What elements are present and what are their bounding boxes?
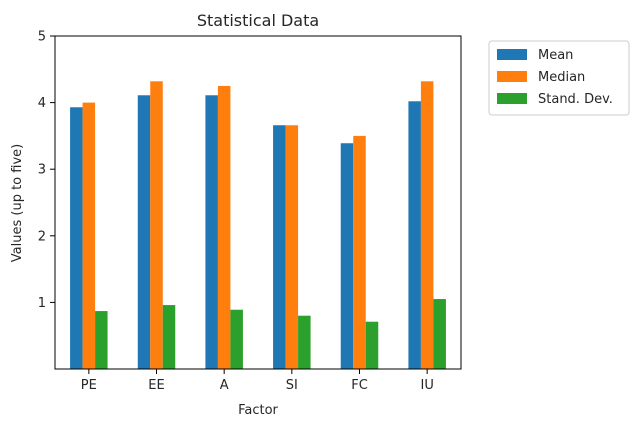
legend-swatch <box>497 93 527 104</box>
bar-mean-si <box>273 125 286 370</box>
y-tick-label: 3 <box>38 163 46 178</box>
x-tick-label: FC <box>351 378 368 393</box>
y-tick-label: 5 <box>38 30 46 45</box>
x-tick-label: IU <box>420 378 433 393</box>
y-axis-label: Values (up to five) <box>10 144 25 262</box>
bar-median-pe <box>82 102 96 369</box>
x-tick-label: A <box>220 378 229 393</box>
x-axis: PE EE A SI FC IU <box>81 369 434 393</box>
chart-title: Statistical Data <box>197 11 319 30</box>
bar-median-fc <box>353 135 366 369</box>
bar-mean-pe <box>70 107 83 369</box>
bar-mean-iu <box>408 101 421 370</box>
bar-mean-ee <box>137 95 151 370</box>
plot-frame <box>54 35 462 370</box>
y-axis: 1 2 3 4 5 <box>38 30 55 311</box>
bar-stand-dev-ee <box>162 305 176 369</box>
legend-swatch <box>497 49 527 60</box>
bar-median-iu <box>420 81 434 369</box>
plot-area <box>54 35 462 370</box>
bar-stand-dev-si <box>298 315 311 369</box>
bar-stand-dev-iu <box>433 299 446 369</box>
legend-label: Stand. Dev. <box>538 92 613 107</box>
y-tick-label: 4 <box>38 96 46 111</box>
x-tick-label: SI <box>286 378 298 393</box>
bar-mean-a <box>205 95 218 370</box>
bar-median-si <box>285 125 299 370</box>
legend-swatch <box>497 71 527 82</box>
bar-stand-dev-pe <box>95 311 108 369</box>
bar-mean-fc <box>340 143 354 369</box>
bar-stand-dev-a <box>230 309 243 369</box>
x-axis-label: Factor <box>238 403 278 418</box>
legend-label: Median <box>538 70 585 85</box>
y-tick-label: 1 <box>38 296 46 311</box>
bar-median-ee <box>150 81 163 369</box>
legend: Mean Median Stand. Dev. <box>488 40 630 116</box>
bar-median-a <box>217 85 231 369</box>
x-tick-label: PE <box>81 378 97 393</box>
x-tick-label: EE <box>148 378 164 393</box>
legend-label: Mean <box>538 48 573 63</box>
bar-stand-dev-fc <box>365 321 379 369</box>
y-tick-label: 2 <box>38 229 46 244</box>
